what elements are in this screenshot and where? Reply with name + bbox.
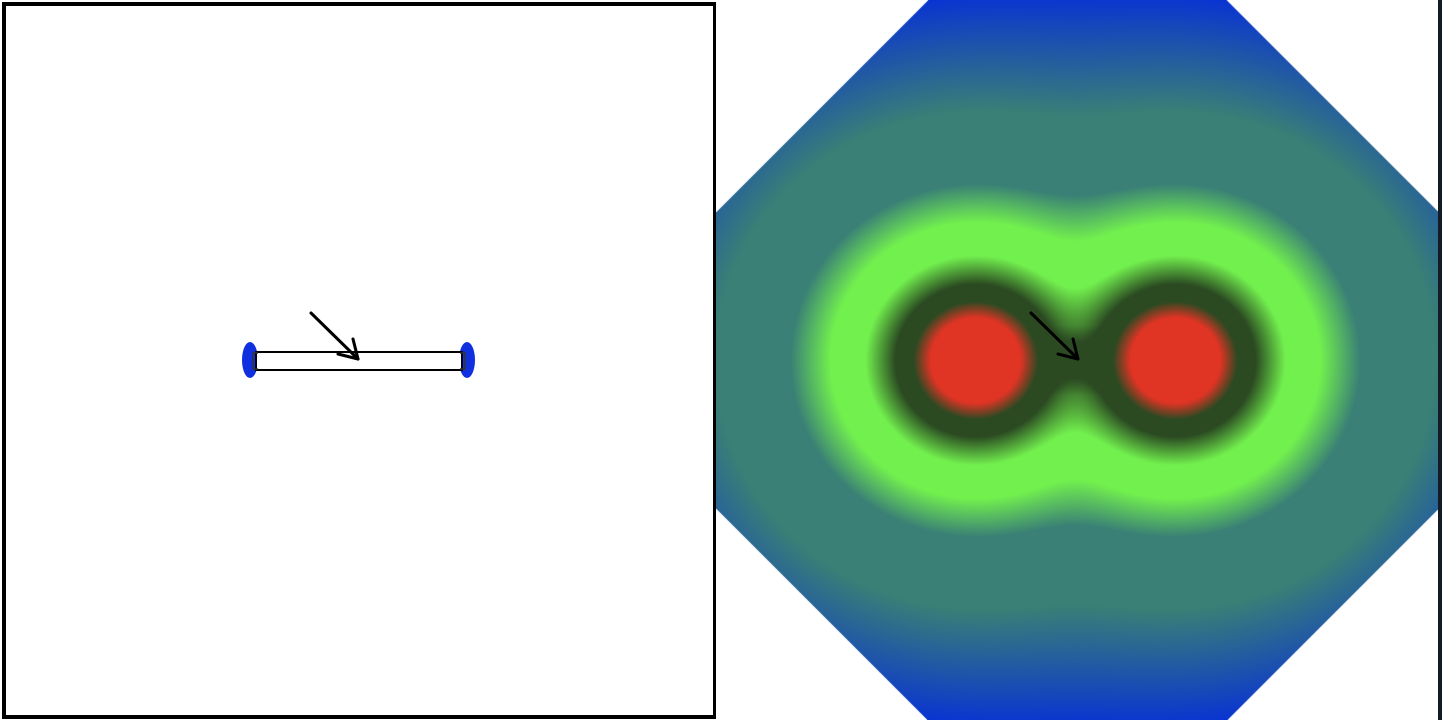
window-edge — [1438, 0, 1442, 720]
arrow-down-right-icon — [1029, 311, 1080, 361]
rod-body[interactable] — [255, 351, 463, 371]
geometry-view[interactable] — [0, 0, 718, 720]
right-endcap-bracket — [460, 352, 466, 370]
left-endcap-bracket — [252, 352, 258, 370]
heatmap-overlay — [1029, 311, 1080, 361]
arrow-down-right-icon — [309, 311, 360, 361]
